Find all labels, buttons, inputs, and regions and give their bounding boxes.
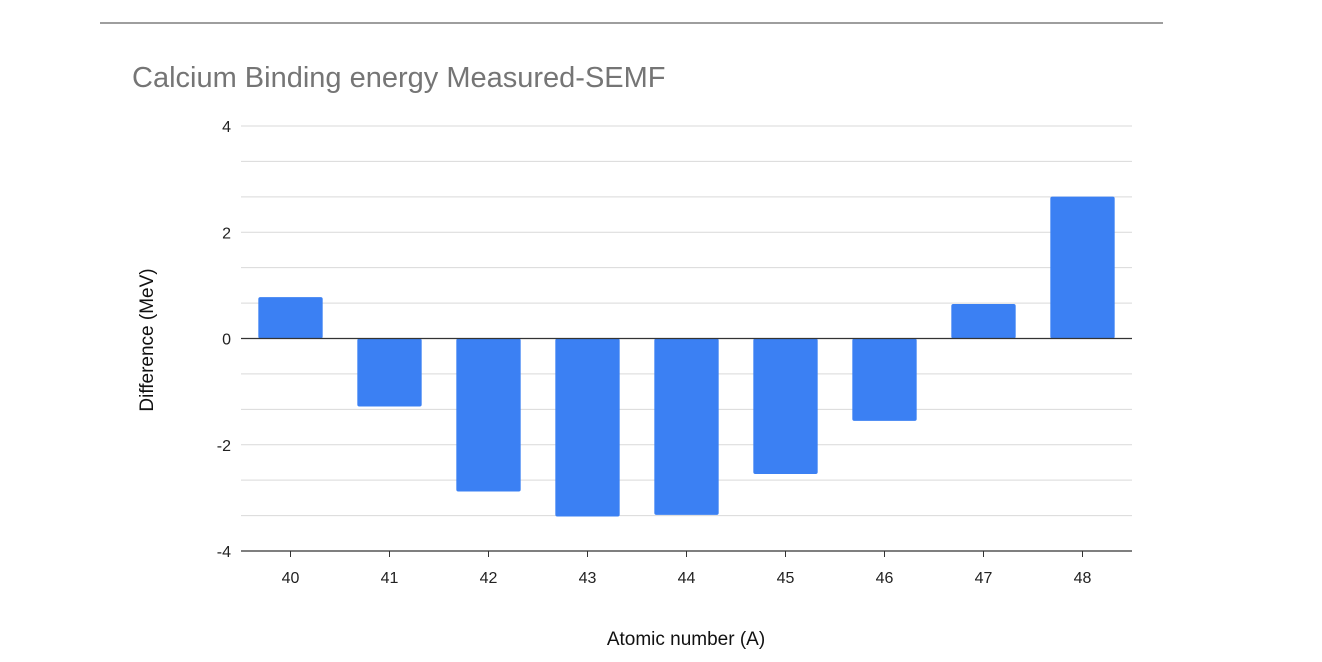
bar-47 bbox=[951, 303, 1016, 339]
y-axis-ticks: 4 2 0 -2 -4 bbox=[217, 119, 231, 561]
x-tick-label: 42 bbox=[480, 570, 498, 587]
x-axis-ticks: 40 41 42 43 44 45 46 47 48 bbox=[282, 551, 1092, 587]
bar-48 bbox=[1050, 196, 1115, 339]
y-tick-label: 0 bbox=[222, 332, 231, 349]
x-tick-label: 41 bbox=[381, 570, 399, 587]
bars bbox=[258, 196, 1115, 517]
y-tick-label: -4 bbox=[217, 544, 231, 561]
bar-46 bbox=[852, 338, 917, 421]
bar-42 bbox=[456, 338, 521, 492]
y-tick-label: 2 bbox=[222, 225, 231, 242]
chart-title: Calcium Binding energy Measured-SEMF bbox=[132, 62, 666, 94]
x-tick-label: 43 bbox=[579, 570, 597, 587]
bar-40 bbox=[258, 297, 323, 339]
x-tick-label: 40 bbox=[282, 570, 300, 587]
x-tick-label: 45 bbox=[777, 570, 795, 587]
y-tick-label: 4 bbox=[222, 119, 231, 136]
x-tick-label: 47 bbox=[975, 570, 993, 587]
y-axis-title: Difference (MeV) bbox=[137, 268, 158, 411]
bar-44 bbox=[654, 338, 719, 515]
x-axis-title: Atomic number (A) bbox=[607, 629, 765, 650]
x-tick-label: 46 bbox=[876, 570, 894, 587]
x-tick-label: 44 bbox=[678, 570, 696, 587]
bar-43 bbox=[555, 338, 620, 517]
y-tick-label: -2 bbox=[217, 438, 231, 455]
bar-45 bbox=[753, 338, 818, 474]
bar-41 bbox=[357, 338, 422, 407]
x-tick-label: 48 bbox=[1074, 570, 1092, 587]
